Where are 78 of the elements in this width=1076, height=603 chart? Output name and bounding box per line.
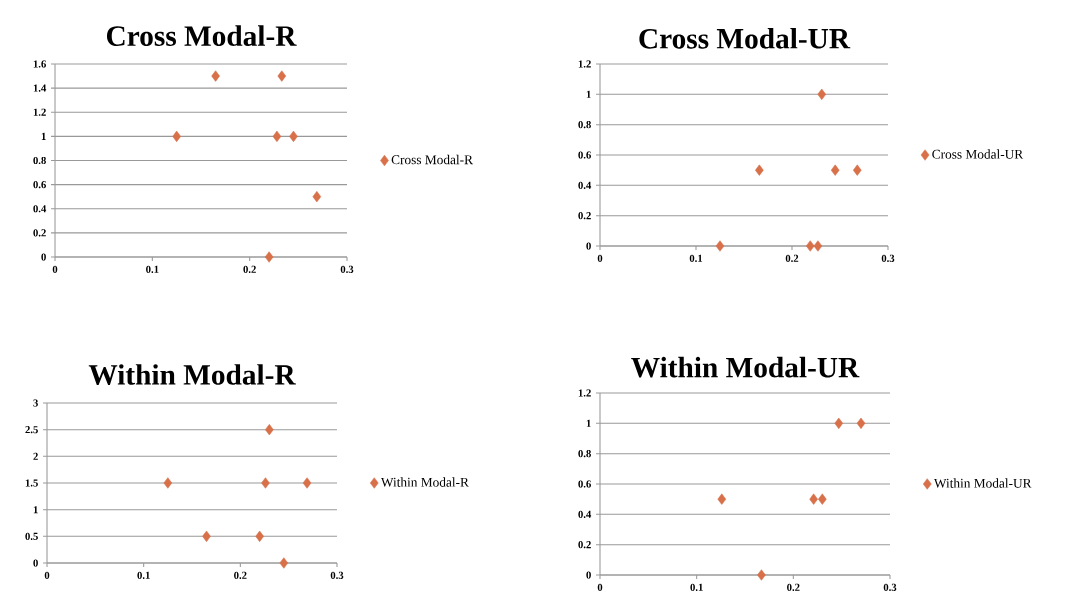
y-tick-label: 0	[33, 559, 38, 567]
y-tick-label: 0.2	[33, 229, 46, 237]
y-tick-label: 0.8	[578, 121, 591, 129]
x-tick-label: 0.3	[340, 265, 354, 273]
y-tick-label: 0.5	[25, 532, 38, 540]
x-tick-label: 0	[597, 583, 603, 591]
chart-title: Within Modal-R	[88, 364, 296, 385]
point	[805, 240, 815, 252]
point	[265, 424, 274, 436]
point	[817, 88, 827, 100]
x-tick-label: 0.1	[146, 265, 159, 273]
y-tick-label: 1.2	[33, 108, 46, 116]
point	[853, 164, 862, 176]
point	[755, 164, 764, 176]
point	[818, 493, 827, 505]
point	[813, 240, 823, 252]
y-tick-label: 0.8	[578, 450, 591, 458]
x-tick-label: 0.3	[881, 254, 895, 262]
y-tick-label: 1.5	[25, 479, 38, 487]
y-tick-label: 0.2	[578, 541, 591, 549]
point	[261, 477, 270, 489]
y-tick-label: 1.4	[33, 84, 47, 92]
y-tick-label: 2.5	[25, 426, 38, 434]
point	[163, 477, 173, 489]
y-tick-label: 0.8	[33, 156, 46, 165]
point	[289, 130, 298, 142]
y-tick-label: 1.2	[578, 389, 591, 397]
x-tick-label: 0.3	[883, 583, 897, 591]
point	[279, 557, 289, 569]
y-tick-label: 1	[586, 90, 591, 98]
point	[809, 493, 818, 505]
point	[757, 569, 766, 581]
y-tick-label: 1	[33, 506, 38, 514]
point	[715, 240, 725, 252]
x-tick-label: 0.2	[234, 571, 247, 579]
chart-title: Cross Modal-UR	[639, 27, 851, 49]
x-tick-label: 0	[597, 254, 603, 262]
y-tick-label: 0	[586, 242, 591, 250]
legend-label: Within Modal-UR	[933, 478, 1032, 488]
point	[302, 477, 312, 489]
y-tick-label: 0.4	[578, 510, 592, 518]
x-tick-label: 0	[52, 265, 58, 273]
y-tick-label: 2	[33, 452, 38, 460]
y-tick-label: 1	[41, 132, 46, 140]
x-tick-label: 0.1	[690, 583, 703, 591]
y-tick-label: 0.4	[33, 205, 47, 213]
point	[856, 417, 866, 429]
y-tick-label: 1.6	[33, 60, 46, 68]
point	[277, 70, 287, 82]
legend-label: Cross Modal-UR	[932, 149, 1024, 159]
x-tick-label: 0.3	[330, 571, 344, 579]
point	[834, 417, 844, 429]
point	[255, 530, 264, 542]
x-tick-label: 0.2	[243, 265, 256, 273]
y-tick-label: 0.6	[33, 181, 46, 189]
y-tick-label: 0.6	[578, 480, 591, 488]
point	[272, 130, 282, 142]
point	[830, 164, 840, 176]
y-tick-label: 3	[33, 399, 38, 407]
y-tick-label: 1.2	[578, 60, 591, 68]
chart-title: Within Modal-UR	[631, 356, 860, 378]
point	[211, 70, 220, 82]
point	[202, 530, 211, 542]
y-tick-label: 0.2	[578, 212, 591, 220]
x-tick-label: 0.2	[787, 583, 800, 591]
chart-title: Cross Modal-R	[106, 25, 297, 46]
x-tick-label: 0.2	[785, 254, 799, 262]
y-tick-label: 0.4	[578, 181, 592, 189]
point	[312, 191, 322, 203]
x-tick-label: 0.1	[689, 254, 703, 262]
x-tick-label: 0.1	[137, 571, 150, 579]
point	[172, 130, 181, 142]
point	[264, 251, 274, 263]
legend-label: Cross Modal-R	[391, 154, 473, 165]
y-tick-label: 1	[586, 419, 591, 427]
y-tick-label: 0.6	[578, 151, 591, 159]
legend-label: Within Modal-R	[380, 477, 469, 487]
point	[717, 493, 727, 505]
